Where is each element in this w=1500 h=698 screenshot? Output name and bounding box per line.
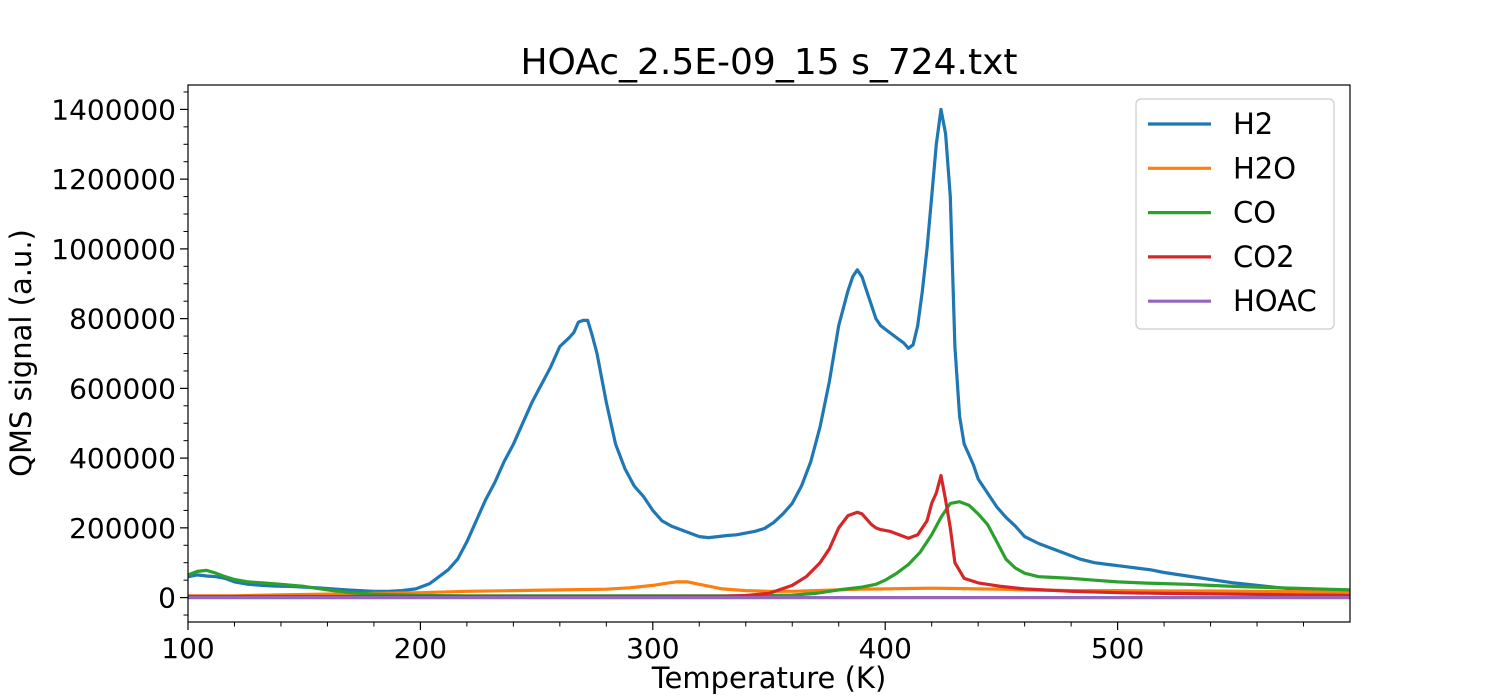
x-tick-label: 300 (626, 632, 679, 665)
legend-label-h2o: H2O (1233, 151, 1296, 185)
y-axis-label: QMS signal (a.u.) (4, 229, 38, 477)
y-tick-label: 800000 (69, 303, 176, 336)
chart-title: HOAc_2.5E-09_15 s_724.txt (520, 42, 1017, 83)
series-layer (188, 107, 1350, 600)
legend-label-co: CO (1233, 196, 1276, 230)
y-tick-label: 1400000 (51, 93, 176, 126)
x-tick-label: 100 (161, 632, 214, 665)
legend-box (1135, 98, 1335, 330)
x-tick-label: 200 (394, 632, 447, 665)
series-line-h2 (188, 107, 1350, 596)
x-axis: 100 200 300 400 500 (161, 622, 1305, 665)
x-axis-label: Temperature (K) (651, 661, 887, 695)
series-line-co (188, 500, 1350, 598)
series-line-co2 (188, 473, 1350, 599)
y-tick-label: 0 (158, 582, 176, 615)
x-tick-label: 400 (858, 632, 911, 665)
x-tick-label: 500 (1091, 632, 1144, 665)
legend: H2 H2O CO CO2 HOAC (1135, 98, 1335, 330)
y-tick-label: 400000 (69, 442, 176, 475)
y-tick-label: 1200000 (51, 163, 176, 196)
y-tick-label: 600000 (69, 372, 176, 405)
legend-label-hoac: HOAC (1233, 284, 1317, 318)
legend-label-co2: CO2 (1233, 240, 1295, 274)
y-axis: 0 200000 400000 600000 800000 1000000 1200000 1… (51, 91, 188, 616)
y-tick-label: 200000 (69, 512, 176, 545)
y-tick-label: 1000000 (51, 233, 176, 266)
legend-label-h2: H2 (1233, 107, 1273, 141)
